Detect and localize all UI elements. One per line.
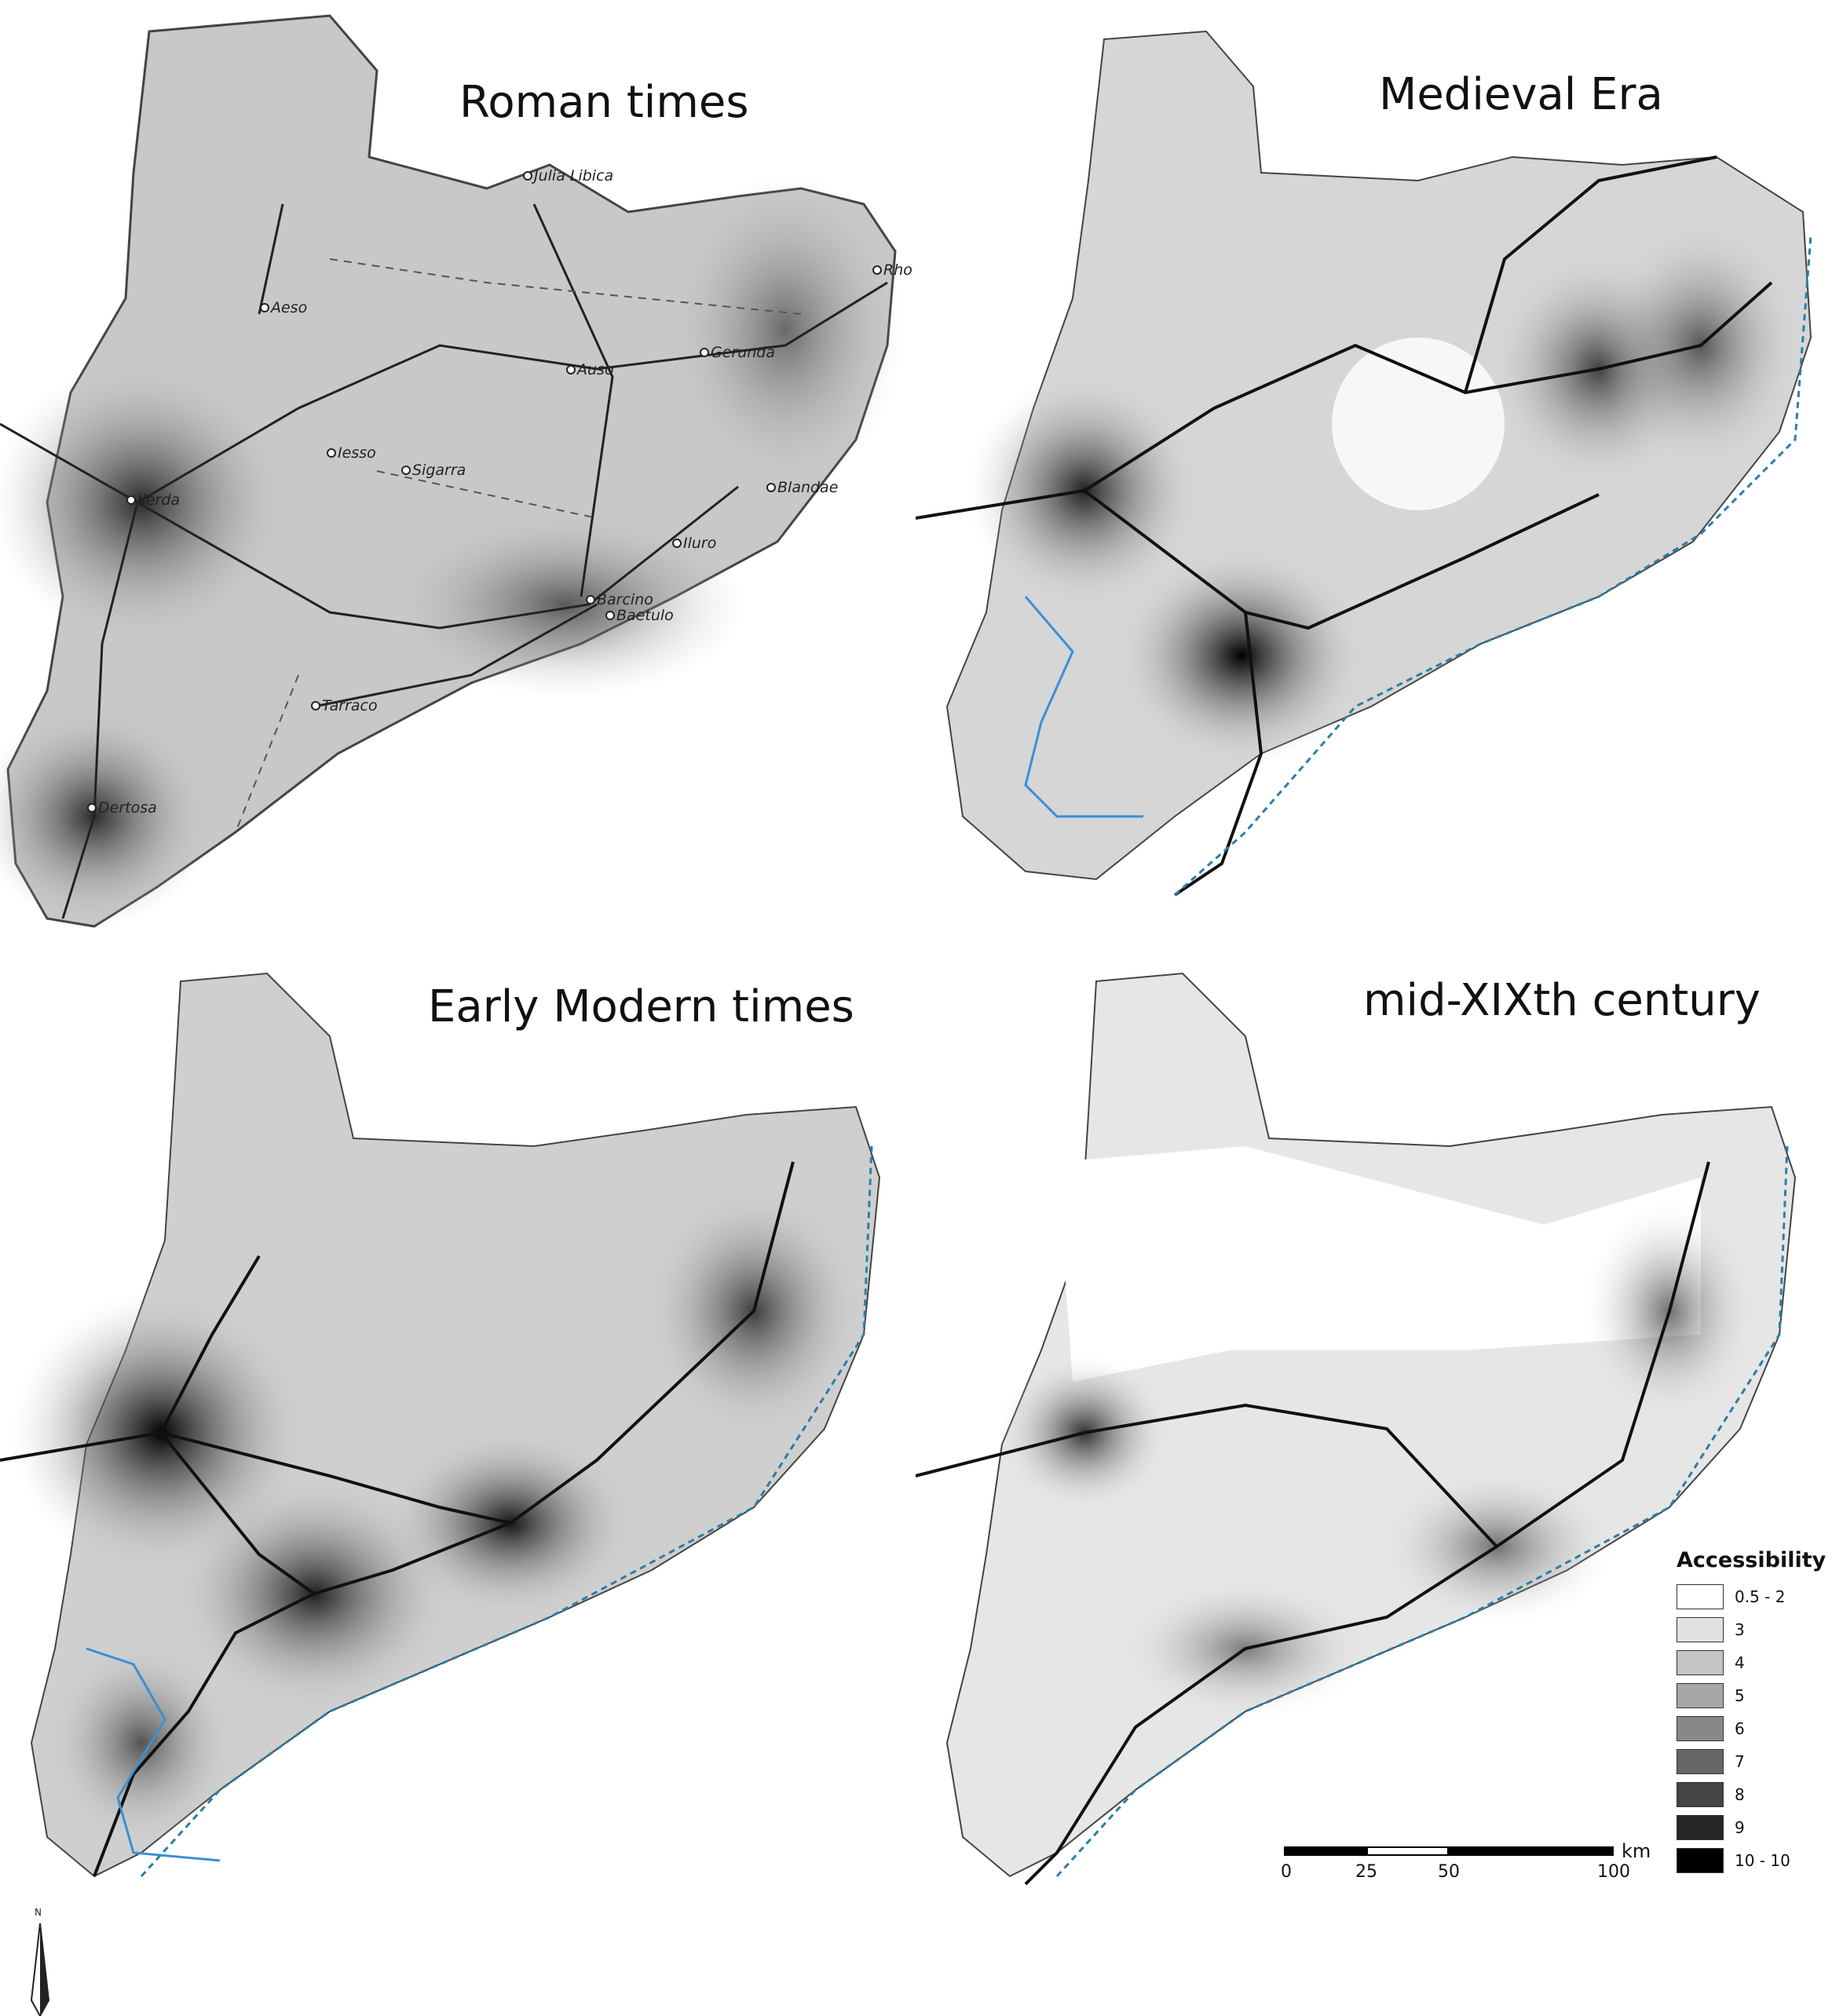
scale-segment (1449, 1846, 1614, 1856)
place-label: Auso (576, 361, 614, 378)
legend-title: Accessibility (1677, 1548, 1827, 1572)
place-label: Ilerda (137, 491, 180, 509)
scale-tick: 50 (1438, 1862, 1460, 1882)
coast (140, 1145, 873, 1878)
place-label: Blandae (777, 479, 838, 496)
place-marker (700, 348, 709, 357)
legend-label: 4 (1735, 1653, 1745, 1672)
map-xix (916, 972, 1797, 1886)
place-marker (566, 365, 576, 374)
place-label: Barcino (597, 591, 653, 608)
place-label: Tarraco (322, 697, 378, 714)
panel-title: Roman times (459, 77, 749, 128)
scale-tick: 0 (1281, 1862, 1292, 1882)
place-marker (872, 265, 882, 275)
scale-bar: 0 25 50 100 km (1281, 1840, 1651, 1890)
river (86, 1647, 221, 1862)
legend-item: 6 (1677, 1712, 1826, 1745)
place-marker (523, 171, 532, 181)
river (1024, 596, 1143, 818)
legend-label: 0.5 - 2 (1735, 1587, 1786, 1606)
place-label: Julia Libica (531, 167, 613, 184)
panel-title: Early Modern times (428, 981, 854, 1032)
place-label: Gerunda (711, 344, 775, 361)
legend-label: 9 (1735, 1818, 1745, 1837)
north-label: N (35, 1907, 42, 1918)
legend-item: 8 (1677, 1778, 1826, 1811)
place-marker (126, 495, 136, 505)
map-roman: Julia Libica Aeso Rho Gerunda Auso Iesso Sigar… (0, 14, 912, 928)
legend-swatch (1677, 1749, 1724, 1774)
map-panel-medieval: Medieval Era (916, 0, 1832, 942)
legend-label: 10 - 10 (1735, 1851, 1790, 1870)
place-marker (260, 303, 269, 312)
scale-segment (1366, 1846, 1449, 1856)
legend-label: 5 (1735, 1686, 1745, 1705)
place-label: Baetulo (616, 607, 674, 624)
map-panel-xix: mid-XIXth century (916, 942, 1832, 1892)
place-label: Dertosa (98, 799, 157, 816)
map-panel-roman: Julia Libica Aeso Rho Gerunda Auso Iesso Sigar… (0, 0, 916, 942)
place-label: Iluro (683, 535, 716, 552)
place-label: Aeso (269, 299, 307, 316)
scale-segment (1284, 1846, 1366, 1856)
place-label: Iesso (338, 444, 376, 462)
place-marker (672, 539, 682, 548)
legend-swatch (1677, 1716, 1724, 1741)
map-medieval (916, 30, 1812, 897)
place-marker (401, 466, 411, 475)
legend-swatch (1677, 1848, 1724, 1873)
legend-item: 7 (1677, 1745, 1826, 1778)
legend-item: 10 - 10 (1677, 1844, 1826, 1877)
scale-tick: 25 (1355, 1862, 1377, 1882)
coast (1174, 235, 1812, 897)
scale-unit: km (1622, 1840, 1651, 1862)
legend-item: 5 (1677, 1679, 1826, 1712)
place-label: Sigarra (412, 462, 466, 479)
map-panel-early-modern: N Early Modern times (0, 942, 916, 2016)
legend-swatch (1677, 1782, 1724, 1807)
place-marker (311, 701, 320, 710)
scale-tick: 100 (1597, 1862, 1630, 1882)
place-marker (87, 803, 97, 813)
place-marker (766, 483, 776, 492)
coast (1055, 1145, 1789, 1878)
legend-swatch (1677, 1617, 1724, 1642)
legend-label: 3 (1735, 1620, 1745, 1639)
place-marker (327, 448, 336, 458)
legend-item: 4 (1677, 1646, 1826, 1679)
legend-item: 9 (1677, 1811, 1826, 1844)
legend-swatch (1677, 1683, 1724, 1708)
place-label: Rho (883, 261, 912, 279)
legend-item: 0.5 - 2 (1677, 1580, 1826, 1613)
map-early-modern (0, 972, 881, 1878)
legend-swatch (1677, 1584, 1724, 1609)
legend-swatch (1677, 1815, 1724, 1840)
panel-title: Medieval Era (1379, 69, 1663, 120)
legend-swatch (1677, 1650, 1724, 1675)
legend-label: 7 (1735, 1752, 1745, 1771)
north-arrow: N (28, 1906, 52, 2016)
legend-label: 6 (1735, 1719, 1745, 1738)
legend-item: 3 (1677, 1613, 1826, 1646)
panel-title: mid-XIXth century (1363, 975, 1761, 1026)
accessibility-legend: Accessibility 0.5 - 2 3 4 5 6 7 8 9 10 - 10 (1677, 1548, 1826, 1877)
place-marker (605, 611, 615, 620)
legend-items: 0.5 - 2 3 4 5 6 7 8 9 10 - 10 (1677, 1580, 1826, 1877)
legend-label: 8 (1735, 1785, 1745, 1804)
place-marker (586, 595, 595, 604)
